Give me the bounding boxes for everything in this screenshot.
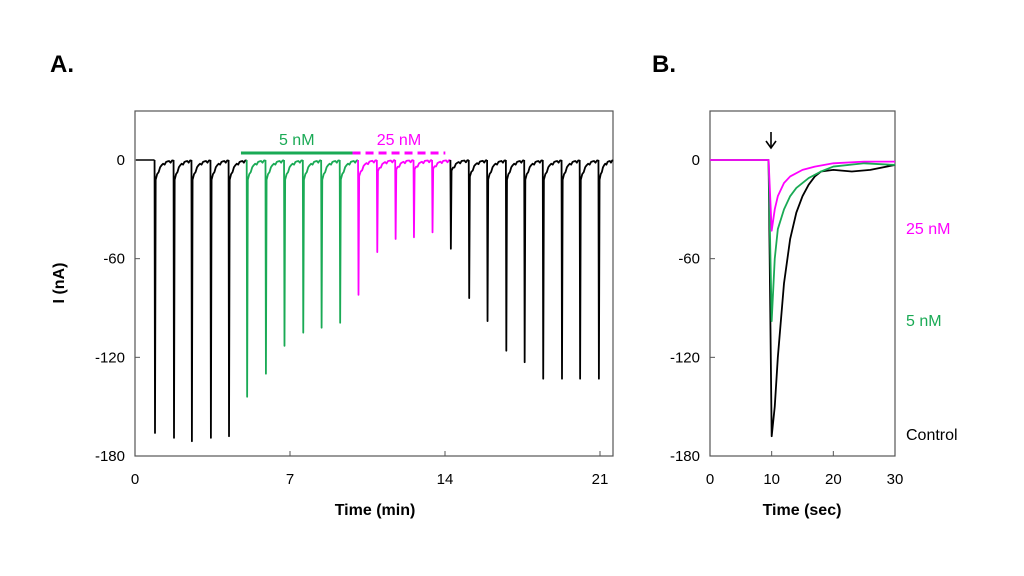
x-tick-label: 30 [887,471,904,488]
y-tick-label: 0 [117,152,125,169]
trace-5-nm [710,159,896,323]
trace-25-nm [710,159,895,232]
y-tick-label: -180 [670,448,700,465]
y-tick-label: -120 [670,349,700,366]
trace-spike [227,159,247,438]
legend-5nm: 5 nM [906,313,942,330]
trace-spike [172,159,192,439]
panel-b-label: B. [652,51,676,78]
x-tick-label: 7 [286,471,294,488]
trace-spike [449,159,469,250]
x-tick-label: 21 [592,471,609,488]
legend-25nm: 25 nM [906,221,950,238]
x-tick-label: 10 [763,471,780,488]
trace-spike [375,159,396,253]
y-tick-label: 0 [692,152,700,169]
plot-frame-a [134,110,614,457]
panel-b-chart: 0 -60 -120 -180 0 10 20 30 25 nM 5 nM Control T… [670,110,958,519]
trace-spike [357,159,377,296]
trace-spike [394,159,414,240]
panel-a-label: A. [50,51,74,78]
y-tick-label: -120 [95,349,125,366]
trace-spike [486,159,506,323]
trace-spike [301,159,322,334]
trace-spike [504,159,525,352]
trace-spike [283,159,303,347]
treatment-label: 25 nM [377,132,421,149]
trace-spike [153,159,174,434]
trace-spike [264,159,285,375]
x-tick-label: 20 [825,471,842,488]
trace-spike [320,159,340,329]
treatment-label: 5 nM [279,132,315,149]
x-axis-title-b: Time (sec) [763,502,842,519]
trace-spike [431,159,451,234]
y-tick-label: -180 [95,448,125,465]
trace-control [710,159,896,438]
x-tick-label: 0 [131,471,139,488]
trace-spike [523,159,543,364]
trace-spike [209,159,229,439]
trace-spike [190,159,211,443]
trace-spike [541,159,562,380]
x-tick-label: 0 [706,471,714,488]
trace-spike [245,159,266,398]
plot-frame-b [709,110,896,457]
trace-spike [467,159,488,300]
trace-spike [338,159,359,324]
y-tick-label: -60 [678,251,700,268]
trace-spike [597,159,614,380]
trace-spike [412,159,433,239]
trace-spike [560,159,580,380]
legend-control: Control [906,427,958,444]
arrow-icon [765,132,777,150]
trace-spike [578,159,599,380]
y-axis-title-a: I (nA) [51,263,68,304]
x-axis-title-a: Time (min) [335,502,416,519]
x-tick-label: 14 [437,471,454,488]
y-tick-label: -60 [103,251,125,268]
